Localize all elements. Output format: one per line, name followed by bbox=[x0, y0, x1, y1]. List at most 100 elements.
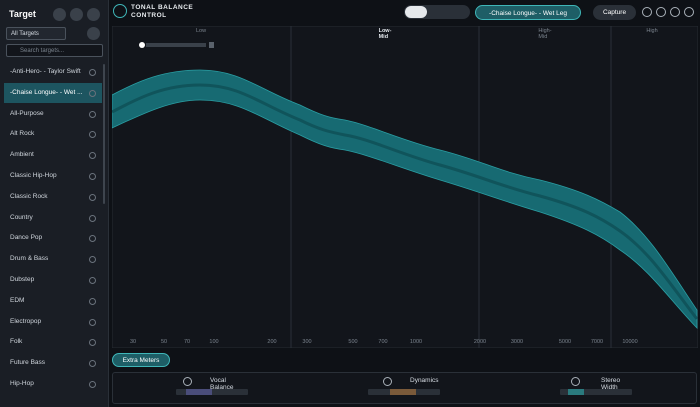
target-name: Alt Rock bbox=[10, 130, 35, 138]
target-name: -Anti-Hero- - Taylor Swift bbox=[10, 68, 81, 75]
delete-button[interactable] bbox=[53, 8, 66, 21]
extra-meters-label: Extra Meters bbox=[122, 357, 160, 364]
meter-label: Vocal Balance bbox=[210, 377, 234, 391]
extra-meters-button[interactable]: Extra Meters bbox=[112, 353, 170, 367]
meter-icon bbox=[383, 377, 392, 386]
favorite-icon[interactable] bbox=[89, 69, 96, 76]
target-name: Hip-Hop bbox=[10, 380, 34, 387]
target-row[interactable]: Hip-Hop bbox=[4, 374, 102, 394]
sidebar-title: Target bbox=[9, 9, 36, 19]
frequency-label: 70 bbox=[183, 339, 191, 345]
frequency-label: 100 bbox=[209, 339, 219, 345]
target-name: Future Bass bbox=[10, 359, 46, 367]
favorite-icon[interactable] bbox=[89, 152, 96, 160]
frequency-label: 200 bbox=[267, 339, 277, 345]
target-row[interactable]: Dance Pop bbox=[4, 228, 102, 248]
target-center-line bbox=[112, 83, 698, 320]
target-row[interactable]: -Anti-Hero- - Taylor Swift bbox=[4, 62, 102, 82]
filter-label: All Targets bbox=[11, 31, 39, 37]
frequency-label: 1000 bbox=[409, 339, 423, 345]
link-button[interactable] bbox=[684, 7, 694, 17]
target-name: All-Purpose bbox=[10, 109, 44, 117]
help-button[interactable] bbox=[656, 7, 666, 17]
frequency-label: 2000 bbox=[473, 339, 487, 345]
favorite-icon[interactable] bbox=[89, 110, 96, 118]
target-name: Dance Pop bbox=[10, 234, 43, 242]
favorite-icon[interactable] bbox=[89, 277, 96, 284]
frequency-label: 500 bbox=[348, 339, 358, 345]
settings-button[interactable] bbox=[642, 7, 652, 17]
view-toggle[interactable] bbox=[404, 5, 470, 19]
spectrum-plot bbox=[112, 26, 698, 348]
filter-dropdown[interactable]: All Targets bbox=[6, 27, 66, 40]
target-name: Dubstep bbox=[10, 276, 35, 283]
meter-fill bbox=[390, 389, 416, 395]
frequency-label: 700 bbox=[378, 339, 388, 345]
target-button-label: -Chaise Longue- - Wet Leg bbox=[489, 10, 567, 17]
target-row[interactable]: Classic Hip-Hop bbox=[4, 166, 102, 186]
target-row[interactable]: All-Purpose bbox=[4, 104, 102, 124]
region-label: High-Mid bbox=[538, 28, 552, 40]
target-name: Classic Rock bbox=[10, 192, 48, 200]
range-slider-handle[interactable] bbox=[139, 42, 145, 48]
app-title-line: TONAL BALANCE bbox=[131, 4, 194, 11]
target-row[interactable]: Dubstep bbox=[4, 270, 102, 290]
target-name: -Chaise Longue- - Wet ... bbox=[10, 88, 83, 96]
frequency-label: 7000 bbox=[590, 339, 604, 345]
range-slider-track[interactable] bbox=[146, 43, 206, 47]
target-row[interactable]: -Chaise Longue- - Wet ... bbox=[4, 82, 102, 103]
target-list: -Anti-Hero- - Taylor Swift -Chaise Longue… bbox=[0, 0, 108, 407]
globe-button[interactable] bbox=[70, 8, 83, 21]
info-button[interactable] bbox=[670, 7, 680, 17]
favorite-icon[interactable] bbox=[89, 381, 96, 388]
target-row[interactable]: Alt Rock bbox=[4, 124, 102, 144]
meter-icon bbox=[571, 377, 580, 386]
favorite-icon[interactable] bbox=[89, 339, 96, 347]
target-row[interactable]: Future Bass bbox=[4, 353, 102, 373]
target-name: Country bbox=[10, 213, 33, 221]
target-row[interactable]: Ambient bbox=[4, 145, 102, 165]
favorite-icon[interactable] bbox=[89, 256, 96, 264]
meter-track bbox=[560, 389, 632, 395]
target-name: Electropop bbox=[10, 317, 42, 325]
scrollbar bbox=[103, 64, 105, 204]
target-row[interactable]: EDM bbox=[4, 291, 102, 311]
frequency-label: 10000 bbox=[622, 339, 638, 345]
favorite-icon[interactable] bbox=[89, 193, 96, 201]
favorite-icon[interactable] bbox=[89, 360, 96, 368]
meter-fill bbox=[568, 389, 584, 395]
favorite-icon[interactable] bbox=[89, 235, 96, 243]
target-row[interactable]: Drum & Bass bbox=[4, 249, 102, 269]
favorite-icon[interactable] bbox=[89, 214, 96, 222]
search-placeholder: Search targets... bbox=[20, 48, 65, 54]
favorite-icon[interactable] bbox=[89, 297, 96, 305]
add-button[interactable] bbox=[87, 8, 100, 21]
meter-label: Dynamics bbox=[410, 377, 439, 384]
frequency-label: 3000 bbox=[510, 339, 524, 345]
target-row[interactable]: Classic Rock bbox=[4, 187, 102, 207]
favorites-button[interactable] bbox=[87, 27, 100, 40]
frequency-label: 30 bbox=[129, 339, 137, 345]
target-name: Ambient bbox=[10, 151, 34, 159]
capture-button[interactable]: Capture bbox=[593, 5, 636, 20]
region-label: Low-Mid bbox=[378, 28, 392, 40]
app-title-line: CONTROL bbox=[131, 12, 167, 19]
target-row[interactable]: Electropop bbox=[4, 312, 102, 332]
view-option-selected[interactable] bbox=[405, 6, 427, 18]
favorite-icon[interactable] bbox=[89, 131, 96, 139]
meter-label: Stereo Width bbox=[601, 377, 621, 391]
target-button[interactable]: -Chaise Longue- - Wet Leg bbox=[475, 5, 581, 20]
app-title: TONAL BALANCE CONTROL bbox=[131, 4, 193, 20]
favorite-icon[interactable] bbox=[89, 89, 96, 97]
frequency-label: 50 bbox=[160, 339, 168, 345]
region-label: Low bbox=[195, 28, 207, 34]
meters-panel bbox=[112, 372, 697, 404]
target-row[interactable]: Folk bbox=[4, 332, 102, 352]
capture-label: Capture bbox=[602, 9, 627, 16]
target-row[interactable]: Country bbox=[4, 208, 102, 228]
favorite-icon[interactable] bbox=[89, 173, 96, 180]
search-box[interactable]: Search targets... bbox=[6, 44, 103, 57]
favorite-icon[interactable] bbox=[89, 318, 96, 326]
frequency-label: 5000 bbox=[558, 339, 572, 345]
